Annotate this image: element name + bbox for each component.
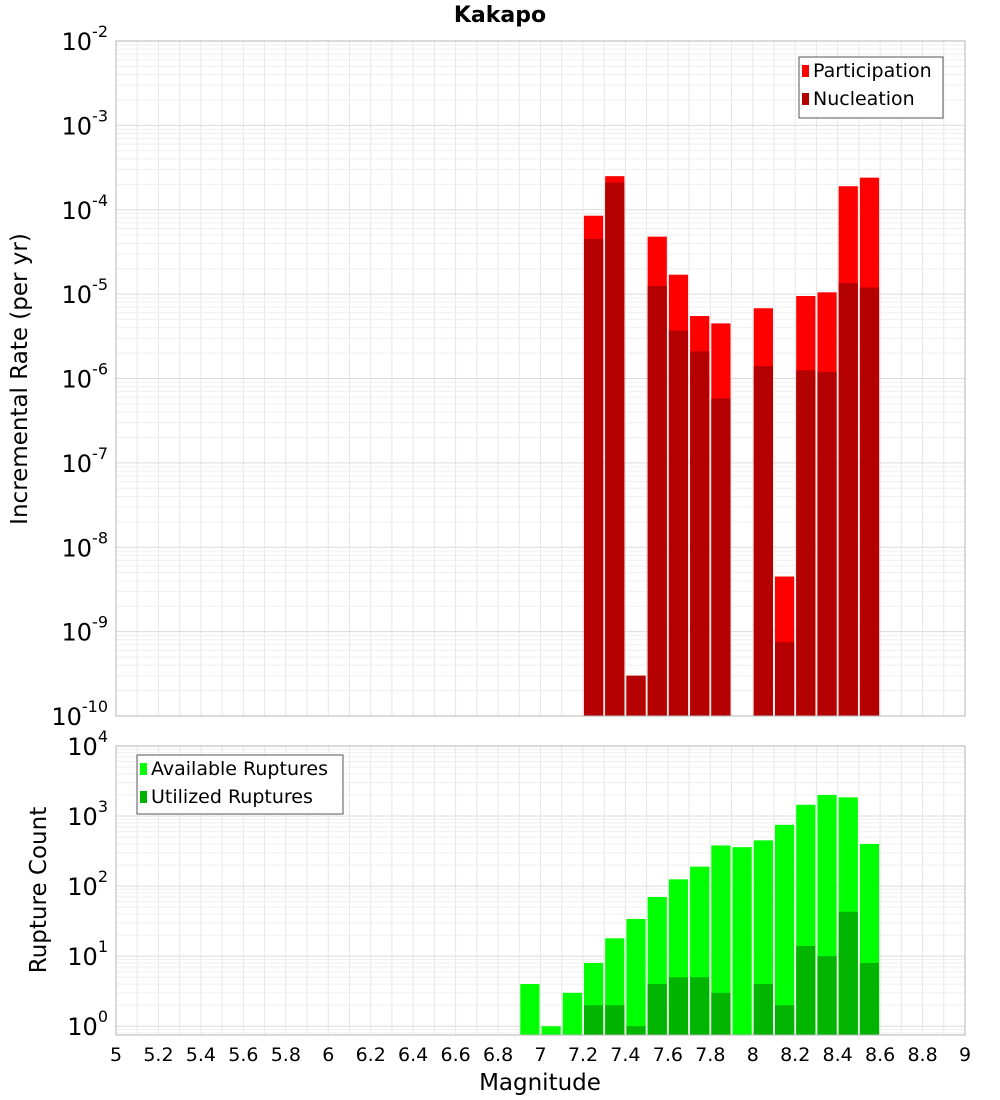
- utilized-ruptures-bar: [796, 945, 816, 1035]
- nucleation-bar: [796, 370, 816, 716]
- count-y-tick-label: 102: [67, 867, 108, 901]
- utilized-ruptures-bar: [859, 962, 880, 1035]
- x-tick-label: 5.2: [143, 1044, 173, 1066]
- x-tick-label: 5: [110, 1044, 122, 1066]
- x-tick-label: 6.6: [440, 1044, 470, 1066]
- rate-axis-label: Incremental Rate (per yr): [7, 233, 33, 525]
- utilized-ruptures-bar: [774, 1005, 795, 1035]
- x-tick-label: 8.2: [780, 1044, 810, 1066]
- x-tick-label: 7.4: [610, 1044, 640, 1066]
- rate-legend-swatch: [802, 65, 809, 77]
- utilized-ruptures-bar: [690, 977, 710, 1035]
- x-tick-label: 8.8: [907, 1044, 937, 1066]
- chart-title: Kakapo: [454, 3, 546, 28]
- nucleation-bar: [690, 351, 710, 716]
- count-y-tick-label: 103: [67, 797, 108, 831]
- rate-y-tick-label: 10-9: [62, 613, 109, 647]
- nucleation-bar: [774, 642, 795, 716]
- utilized-ruptures-bar: [647, 984, 667, 1035]
- nucleation-bar: [753, 366, 773, 716]
- count-axis-label: Rupture Count: [26, 807, 52, 973]
- rate-y-tick-label: 10-6: [62, 360, 109, 394]
- rate-y-tick-label: 10-5: [62, 275, 109, 309]
- utilized-ruptures-bar: [711, 992, 731, 1035]
- count-legend: Available Ruptures Utilized Ruptures: [136, 754, 344, 815]
- count-legend-label: Utilized Ruptures: [151, 786, 313, 808]
- x-tick-label: 5.6: [228, 1044, 258, 1066]
- x-tick-label: 6.2: [356, 1044, 386, 1066]
- rate-y-tick-label: 10-2: [62, 22, 109, 56]
- nucleation-bar: [859, 287, 880, 716]
- nucleation-bar: [647, 285, 667, 716]
- rate-y-tick-label: 10-4: [62, 191, 109, 225]
- x-tick-label: 6.4: [398, 1044, 428, 1066]
- nucleation-bar: [838, 283, 858, 716]
- rate-panel: 10-10 10-9 10-8 10-7 10-6 10-5 10-4 10-3 10-2 Par…: [51, 22, 966, 731]
- nucleation-bar: [583, 239, 604, 716]
- utilized-ruptures-bar: [753, 984, 773, 1035]
- rate-legend-label: Participation: [813, 60, 932, 82]
- nucleation-bar: [626, 675, 646, 716]
- x-tick-label: 9: [959, 1044, 971, 1066]
- utilized-ruptures-bar: [817, 956, 837, 1035]
- available-ruptures-bar: [541, 1026, 561, 1035]
- utilized-ruptures-bar: [626, 1026, 646, 1035]
- x-tick-label: 8.4: [823, 1044, 853, 1066]
- count-y-tick-label: 100: [67, 1007, 108, 1041]
- utilized-ruptures-bar: [838, 911, 858, 1035]
- x-tick-label: 6.8: [483, 1044, 513, 1066]
- count-legend-swatch: [140, 763, 147, 775]
- x-tick-label: 7: [534, 1044, 546, 1066]
- count-panel: 100 101 102 103 104 Available Ruptures Utilize…: [67, 727, 971, 1066]
- available-ruptures-bar: [520, 984, 540, 1035]
- nucleation-bar: [817, 371, 837, 716]
- available-ruptures-bar: [626, 918, 646, 1035]
- magnitude-axis-label: Magnitude: [479, 1070, 601, 1096]
- available-ruptures-bar: [774, 824, 795, 1035]
- count-y-tick-label: 104: [67, 727, 108, 761]
- x-tick-label: 8: [747, 1044, 759, 1066]
- nucleation-bar: [605, 182, 625, 716]
- x-tick-label: 5.4: [186, 1044, 216, 1066]
- count-legend-swatch: [140, 791, 147, 803]
- available-ruptures-bar: [562, 992, 582, 1035]
- rate-legend-swatch: [802, 93, 809, 105]
- rate-plot-frame: [115, 40, 966, 717]
- rate-y-tick-label: 10-10: [51, 697, 108, 731]
- count-legend-box: [136, 754, 344, 815]
- rate-y-tick-label: 10-3: [62, 106, 109, 140]
- utilized-ruptures-bar: [668, 977, 689, 1035]
- available-ruptures-bar: [732, 847, 752, 1035]
- nucleation-bar: [711, 398, 731, 716]
- x-tick-label: 7.6: [653, 1044, 683, 1066]
- x-tick-label: 6: [322, 1044, 334, 1066]
- count-plot-frame: [115, 745, 966, 1036]
- nucleation-bar: [668, 330, 689, 716]
- rate-legend-box: [798, 56, 944, 119]
- count-legend-label: Available Ruptures: [151, 758, 328, 780]
- rate-y-tick-label: 10-8: [62, 528, 109, 562]
- count-y-tick-label: 101: [67, 937, 108, 971]
- rate-legend-label: Nucleation: [813, 88, 915, 110]
- x-tick-label: 8.6: [865, 1044, 895, 1066]
- rate-y-tick-label: 10-7: [62, 444, 109, 478]
- utilized-ruptures-bar: [583, 1005, 604, 1035]
- utilized-ruptures-bar: [605, 1005, 625, 1035]
- rate-legend: Participation Nucleation: [798, 56, 944, 119]
- x-tick-label: 7.2: [568, 1044, 598, 1066]
- available-ruptures-bar: [711, 845, 731, 1035]
- x-tick-label: 5.8: [271, 1044, 301, 1066]
- x-tick-label: 7.8: [695, 1044, 725, 1066]
